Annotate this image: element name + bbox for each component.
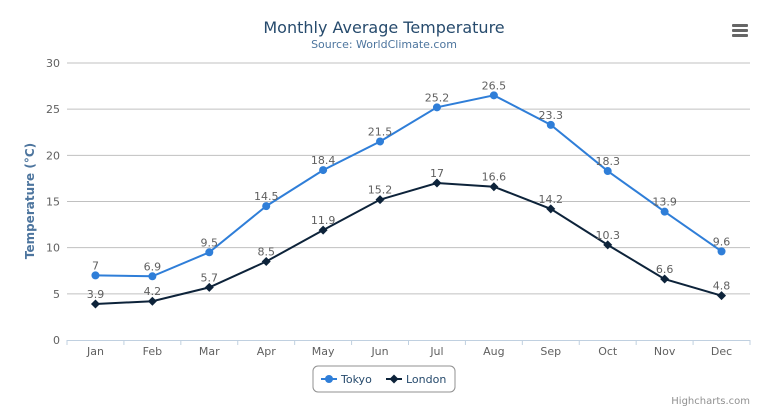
data-point[interactable]	[603, 240, 613, 250]
chart-title: Monthly Average Temperature	[263, 18, 504, 37]
data-point[interactable]	[660, 274, 670, 284]
data-label: 13.9	[652, 196, 677, 209]
y-tick-label: 30	[46, 57, 60, 70]
data-point[interactable]	[262, 202, 271, 211]
data-label: 3.9	[87, 288, 105, 301]
x-tick-label: Dec	[711, 345, 732, 358]
data-point[interactable]	[376, 137, 385, 146]
x-tick-label: Nov	[654, 345, 676, 358]
data-label: 7	[92, 259, 99, 272]
data-point[interactable]	[318, 225, 328, 235]
data-point[interactable]	[204, 282, 214, 292]
data-label: 6.9	[144, 260, 162, 273]
data-label: 25.2	[425, 91, 450, 104]
data-point[interactable]	[148, 272, 157, 281]
data-point[interactable]	[147, 296, 157, 306]
data-point[interactable]	[603, 167, 612, 176]
x-tick-label: Aug	[483, 345, 504, 358]
y-tick-label: 0	[53, 334, 60, 347]
legend-label: Tokyo	[340, 373, 372, 386]
data-point[interactable]	[432, 178, 442, 188]
x-tick-label: Jan	[86, 345, 104, 358]
data-label: 23.3	[539, 109, 564, 122]
chart-subtitle: Source: WorldClimate.com	[311, 38, 457, 51]
hamburger-menu-icon[interactable]	[732, 24, 748, 37]
data-point[interactable]	[319, 166, 328, 175]
x-tick-label: Jun	[370, 345, 388, 358]
data-point[interactable]	[546, 120, 555, 129]
data-label: 16.6	[482, 171, 507, 184]
data-label: 9.5	[201, 236, 219, 249]
data-label: 4.8	[713, 280, 731, 293]
credits-link[interactable]: Highcharts.com	[671, 396, 750, 407]
diamond-marker-icon[interactable]	[389, 374, 399, 384]
data-point[interactable]	[90, 299, 100, 309]
x-tick-label: Apr	[257, 345, 277, 358]
legend-label: London	[406, 373, 446, 386]
y-tick-label: 15	[46, 196, 60, 209]
series-line	[95, 182, 722, 305]
y-tick-label: 5	[53, 288, 60, 301]
data-label: 4.2	[144, 285, 162, 298]
x-tick-label: May	[312, 345, 335, 358]
x-tick-label: Mar	[199, 345, 220, 358]
data-label: 6.6	[656, 263, 674, 276]
data-label: 10.3	[595, 229, 620, 242]
data-label: 26.5	[482, 79, 507, 92]
data-point[interactable]	[91, 271, 100, 280]
data-point[interactable]	[660, 207, 669, 216]
x-tick-label: Oct	[598, 345, 618, 358]
data-point[interactable]	[717, 291, 727, 301]
y-tick-label: 25	[46, 103, 60, 116]
data-label: 18.3	[595, 155, 620, 168]
y-axis-title: Temperature (°C)	[23, 143, 37, 259]
legend-item-london[interactable]: London	[386, 373, 446, 386]
data-point[interactable]	[489, 91, 498, 100]
series-london: 3.9 4.2 5.7 8.5 11.9 15.2 17 16.6 14.2 10.3 6.6 4.8	[87, 167, 731, 309]
x-tick-label: Feb	[143, 345, 162, 358]
legend: Tokyo London	[312, 365, 456, 393]
data-point[interactable]	[261, 257, 271, 267]
circle-marker-icon[interactable]	[325, 375, 333, 383]
data-label: 14.2	[539, 193, 564, 206]
data-label: 21.5	[368, 125, 393, 138]
y-tick-label: 20	[46, 149, 60, 162]
legend-item-tokyo[interactable]: Tokyo	[321, 373, 372, 386]
data-label: 11.9	[311, 214, 336, 227]
data-point[interactable]	[375, 195, 385, 205]
series-tokyo: 7 6.9 9.5 14.5 18.4 21.5 25.2 26.5 23.3 18.3 13.9 9…	[91, 79, 731, 281]
data-label: 15.2	[368, 184, 393, 197]
data-point[interactable]	[489, 182, 499, 192]
data-label: 18.4	[311, 154, 336, 167]
data-label: 9.6	[713, 235, 731, 248]
y-tick-label: 10	[46, 242, 60, 255]
x-tick-label: Jul	[429, 345, 443, 358]
data-label: 17	[430, 167, 444, 180]
data-label: 5.7	[201, 271, 219, 284]
data-point[interactable]	[205, 248, 214, 257]
data-point[interactable]	[432, 103, 441, 112]
data-label: 8.5	[257, 246, 275, 259]
data-label: 14.5	[254, 190, 279, 203]
data-point[interactable]	[546, 204, 556, 214]
series-line	[95, 94, 723, 278]
data-point[interactable]	[717, 247, 726, 256]
x-tick-label: Sep	[540, 345, 561, 358]
